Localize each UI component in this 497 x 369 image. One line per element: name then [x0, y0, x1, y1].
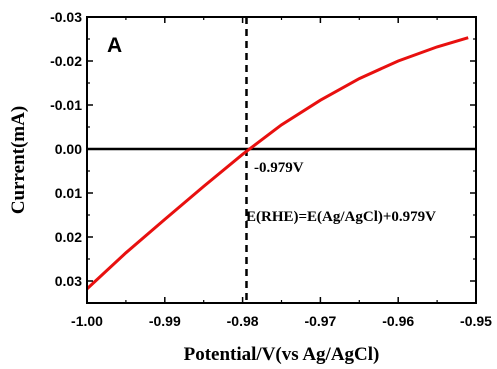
- y-tick-label: 0.02: [55, 229, 82, 245]
- x-tick-label: -0.95: [460, 313, 492, 329]
- series-line: [85, 36, 469, 290]
- x-tick-label: -1.00: [71, 313, 103, 329]
- y-tick-label: 0.03: [55, 273, 82, 289]
- y-tick-label: 0.01: [55, 185, 82, 201]
- x-tick-label: -0.98: [227, 313, 259, 329]
- panel-label: A: [107, 34, 122, 57]
- x-tick-label: -0.96: [382, 313, 414, 329]
- y-tick-label: 0.00: [55, 141, 82, 157]
- x-tick-label: -0.99: [149, 313, 181, 329]
- x-tick-label: -0.97: [304, 313, 336, 329]
- axis-ticks: -1.00 -0.99 -0.98 -0.97 -0.96 -0.95 -0.03 -0.02…: [50, 9, 492, 329]
- y-tick-label: -0.02: [50, 53, 82, 69]
- y-tick-label: -0.01: [50, 97, 82, 113]
- y-tick-label: -0.03: [50, 9, 82, 25]
- x-axis-title: Potential/V(vs Ag/AgCl): [184, 344, 380, 365]
- reference-lines: [87, 17, 476, 303]
- y-axis-title: Current(mA): [8, 106, 29, 214]
- equation-annotation: E(RHE)=E(Ag/AgCl)+0.979V: [246, 209, 436, 225]
- intersection-annotation: -0.979V: [254, 160, 304, 176]
